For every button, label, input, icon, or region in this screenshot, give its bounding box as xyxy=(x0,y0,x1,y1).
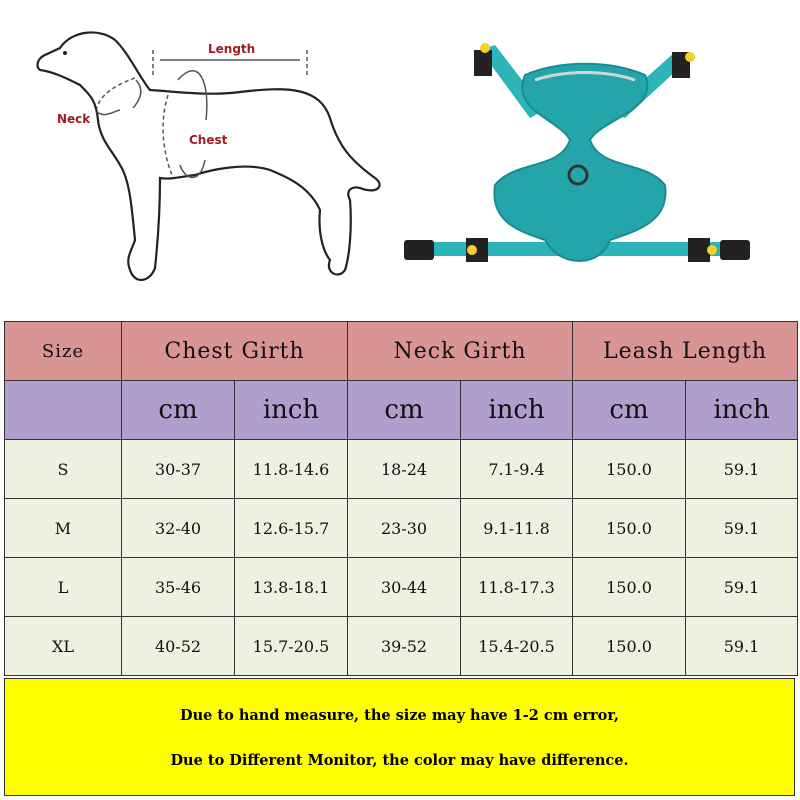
unit-cell: inch xyxy=(233,380,349,440)
chest-dashed-line xyxy=(162,94,173,176)
leash-cm-cell: 150.0 xyxy=(572,439,687,499)
size-cell: S xyxy=(4,439,122,499)
leash-cm-cell: 150.0 xyxy=(572,557,687,617)
marker-4 xyxy=(467,245,477,255)
chest-label: Chest xyxy=(189,133,228,147)
size-cell: M xyxy=(4,498,122,558)
right-buckle xyxy=(720,240,750,260)
d-ring xyxy=(567,164,589,186)
dog-eye xyxy=(63,51,67,55)
adjuster-3 xyxy=(688,238,710,262)
leash-inch-cell: 59.1 xyxy=(685,616,799,676)
table-row: M 32-40 12.6-15.7 23-30 9.1-11.8 150.0 5… xyxy=(4,498,799,558)
reflective-trim xyxy=(534,71,636,82)
neck-cm-cell: 39-52 xyxy=(347,616,462,676)
table-row: S 30-37 11.8-14.6 18-24 7.1-9.4 150.0 59… xyxy=(4,439,799,499)
neck-cm-cell: 23-30 xyxy=(347,498,462,558)
harness-image xyxy=(404,43,750,262)
leash-cm-cell: 150.0 xyxy=(572,498,687,558)
leash-inch-cell: 59.1 xyxy=(685,557,799,617)
units-blank xyxy=(4,380,122,440)
size-cell: XL xyxy=(4,616,122,676)
harness-body xyxy=(493,62,667,262)
left-buckle xyxy=(404,240,434,260)
chest-inch-cell: 13.8-18.1 xyxy=(233,557,349,617)
size-header: Size xyxy=(4,321,122,381)
neck-arrow xyxy=(96,79,142,116)
chest-arrow xyxy=(177,70,208,179)
unit-cell: inch xyxy=(685,380,799,440)
marker-1 xyxy=(480,43,490,53)
header-row: Size Chest Girth Neck Girth Leash Length xyxy=(4,321,799,381)
marker-3 xyxy=(707,245,717,255)
chest-inch-cell: 11.8-14.6 xyxy=(233,439,349,499)
unit-cell: cm xyxy=(121,380,235,440)
leash-inch-cell: 59.1 xyxy=(685,498,799,558)
units-row: cm inch cm inch cm inch xyxy=(4,380,799,440)
leash-inch-cell: 59.1 xyxy=(685,439,799,499)
unit-cell: cm xyxy=(347,380,462,440)
neck-cm-cell: 18-24 xyxy=(347,439,462,499)
illustration: Length Neck Chest xyxy=(36,31,750,281)
neck-girth-header: Neck Girth xyxy=(347,321,574,381)
size-chart-table: Size Chest Girth Neck Girth Leash Length… xyxy=(4,321,799,676)
neck-dashed-line xyxy=(96,77,136,109)
neck-inch-cell: 15.4-20.5 xyxy=(460,616,574,676)
note-line-2: Due to Different Monitor, the color may … xyxy=(170,752,629,769)
dog-measurement-diagram: Length Neck Chest xyxy=(36,31,381,281)
leash-length-header: Leash Length xyxy=(572,321,799,381)
chest-cm-cell: 30-37 xyxy=(121,439,235,499)
unit-cell: inch xyxy=(460,380,574,440)
dog-outline xyxy=(36,31,381,281)
leash-cm-cell: 150.0 xyxy=(572,616,687,676)
neck-inch-cell: 11.8-17.3 xyxy=(460,557,574,617)
length-label: Length xyxy=(208,42,255,56)
size-cell: L xyxy=(4,557,122,617)
chest-cm-cell: 35-46 xyxy=(121,557,235,617)
neck-inch-cell: 7.1-9.4 xyxy=(460,439,574,499)
chest-inch-cell: 15.7-20.5 xyxy=(233,616,349,676)
neck-inch-cell: 9.1-11.8 xyxy=(460,498,574,558)
chest-girth-header: Chest Girth xyxy=(120,321,349,381)
neck-cm-cell: 30-44 xyxy=(347,557,462,617)
neck-label: Neck xyxy=(57,112,91,126)
chest-cm-cell: 32-40 xyxy=(121,498,235,558)
note-line-1: Due to hand measure, the size may have 1… xyxy=(180,707,619,724)
adjuster-1 xyxy=(474,50,492,76)
chest-cm-cell: 40-52 xyxy=(121,616,235,676)
marker-2 xyxy=(685,52,695,62)
chest-inch-cell: 12.6-15.7 xyxy=(233,498,349,558)
disclaimer-note: Due to hand measure, the size may have 1… xyxy=(4,678,795,796)
table-row: XL 40-52 15.7-20.5 39-52 15.4-20.5 150.0… xyxy=(4,616,799,676)
table-row: L 35-46 13.8-18.1 30-44 11.8-17.3 150.0 … xyxy=(4,557,799,617)
unit-cell: cm xyxy=(572,380,687,440)
